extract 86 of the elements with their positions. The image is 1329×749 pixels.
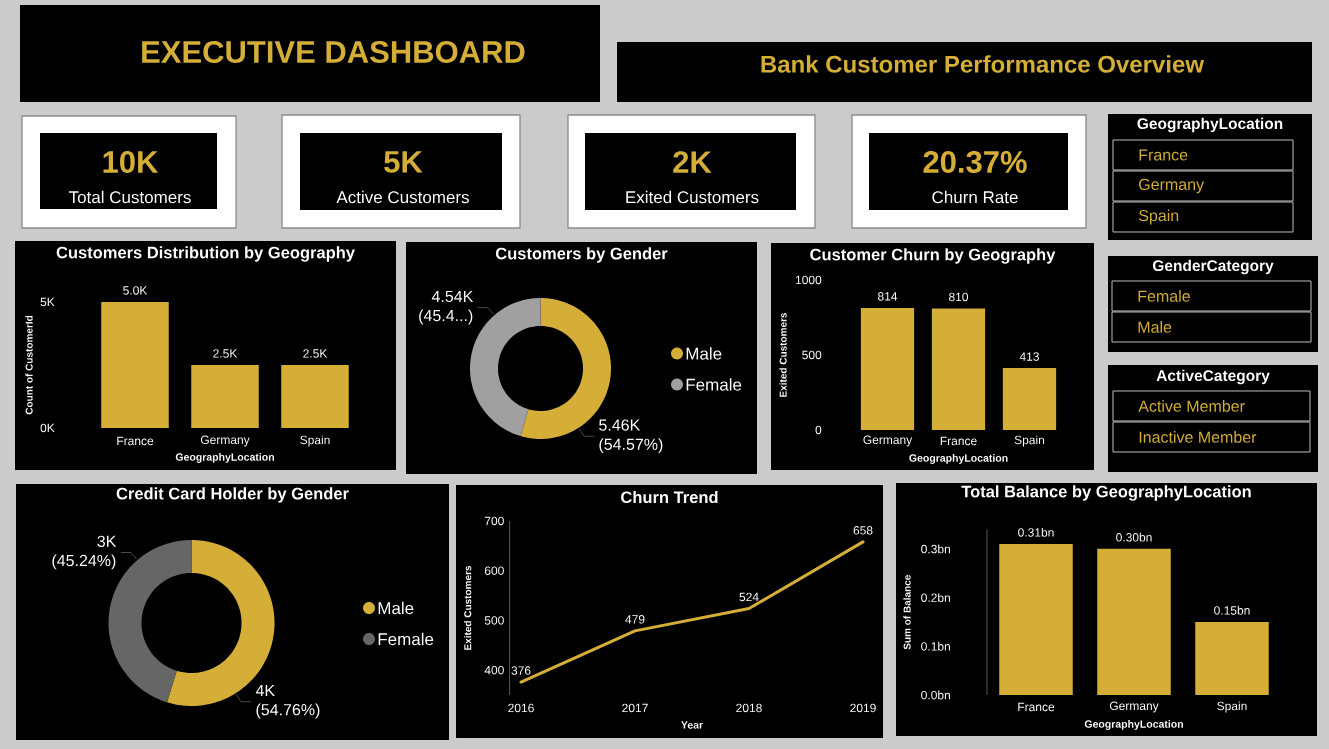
data-label: 2.5K	[303, 349, 328, 358]
text: Female	[1138, 290, 1190, 302]
data-label: 479	[625, 615, 645, 624]
y-tick-label: 0K	[40, 423, 55, 433]
bar	[1097, 548, 1171, 695]
data-label: 413	[1019, 352, 1039, 361]
data-label: 810	[949, 292, 969, 302]
data-label: 3K (45.24%)	[52, 535, 117, 570]
x-tick-label: Spain	[1217, 701, 1247, 713]
data-label: 2.5K	[213, 349, 238, 358]
y-axis-title: Exited Customers	[463, 565, 472, 650]
x-tick-label: 2019	[850, 703, 876, 713]
y-axis-title: Count of CustomerId	[25, 315, 33, 415]
y-tick-label: 600	[484, 566, 504, 575]
y-tick-label: 0	[815, 425, 822, 435]
text: 10K	[103, 151, 159, 173]
y-tick-label: 0.0bn	[921, 690, 950, 700]
chart-title: Customer Churn by Geography	[810, 248, 1056, 264]
bar	[1002, 368, 1057, 430]
x-tick-label: France	[1018, 702, 1055, 712]
chart-title: Customers Distribution by Geography	[56, 246, 355, 262]
x-tick-label: Spain	[1014, 435, 1045, 447]
text: Spain	[1139, 209, 1179, 225]
text: France	[1139, 149, 1188, 161]
bar	[860, 307, 915, 430]
text: Inactive Member	[1139, 431, 1257, 443]
data-label: 376	[511, 666, 531, 675]
text: Active Customers	[336, 190, 469, 204]
x-tick-label: Germany	[200, 435, 250, 447]
text: Bank Customer Performance Overview	[761, 55, 1205, 73]
data-label: 0.15bn	[1214, 605, 1250, 615]
data-label: 814	[878, 292, 898, 301]
data-label: 5.46K (54.57%)	[599, 419, 663, 454]
text: EXECUTIVE DASHBOARD	[142, 41, 525, 63]
data-label: 0.31bn	[1018, 527, 1054, 537]
data-label: 4K (54.76%)	[255, 684, 320, 719]
y-tick-label: 0.2bn	[921, 593, 950, 602]
bar	[1195, 621, 1269, 695]
y-tick-label: 1000	[795, 275, 822, 285]
x-tick-label: France	[940, 436, 977, 446]
legend-label: Male	[378, 601, 414, 615]
text: Male	[1138, 321, 1172, 333]
data-label: 4.54K (45.4...)	[419, 290, 474, 325]
text: GenderCategory	[1152, 259, 1274, 275]
text: ActiveCategory	[1156, 369, 1270, 385]
x-axis-title: GeographyLocation	[1084, 720, 1183, 730]
text: 2K	[673, 151, 712, 173]
text: 5K	[384, 151, 423, 173]
x-tick-label: 2017	[622, 703, 648, 713]
x-tick-label: Germany	[863, 435, 913, 447]
y-tick-label: 0.3bn	[921, 544, 950, 554]
data-label: 0.30bn	[1116, 532, 1152, 542]
data-label: 658	[853, 526, 873, 535]
bar	[931, 308, 986, 430]
x-tick-label: 2018	[736, 703, 762, 713]
y-axis-title: Exited Customers	[779, 312, 787, 397]
text: GeographyLocation	[1137, 117, 1283, 133]
text: Churn Rate	[932, 190, 1018, 204]
text: 20.37%	[923, 150, 1027, 173]
legend-label: Male	[686, 347, 722, 360]
chart-title: Total Balance by GeographyLocation	[961, 485, 1251, 501]
y-tick-label: 700	[484, 516, 504, 526]
y-tick-label: 500	[484, 616, 504, 625]
data-label: 5.0K	[123, 286, 148, 295]
y-tick-label: 0.1bn	[921, 641, 950, 651]
x-tick-label: France	[117, 436, 154, 446]
legend-label: Female	[378, 632, 434, 646]
chart-title: Customers by Gender	[495, 247, 668, 263]
text: Exited Customers	[626, 190, 759, 204]
x-tick-label: Germany	[1109, 701, 1159, 713]
x-tick-label: 2016	[508, 703, 534, 713]
x-tick-label: Spain	[300, 435, 330, 447]
text: Total Customers	[68, 190, 191, 204]
x-axis-title: GeographyLocation	[175, 453, 274, 463]
data-label: 524	[739, 592, 759, 602]
y-tick-label: 400	[484, 665, 504, 675]
bar	[999, 544, 1073, 695]
text: Active Member	[1138, 400, 1245, 412]
text: Germany	[1139, 178, 1205, 194]
y-tick-label: 500	[802, 350, 822, 360]
x-axis-title: GeographyLocation	[909, 454, 1008, 464]
y-axis-title: Sum of Balance	[903, 575, 911, 650]
chart-title: Churn Trend	[621, 490, 718, 504]
chart-title: Credit Card Holder by Gender	[116, 487, 349, 503]
x-axis-title: Year	[681, 721, 703, 729]
legend-label: Female	[686, 378, 742, 391]
